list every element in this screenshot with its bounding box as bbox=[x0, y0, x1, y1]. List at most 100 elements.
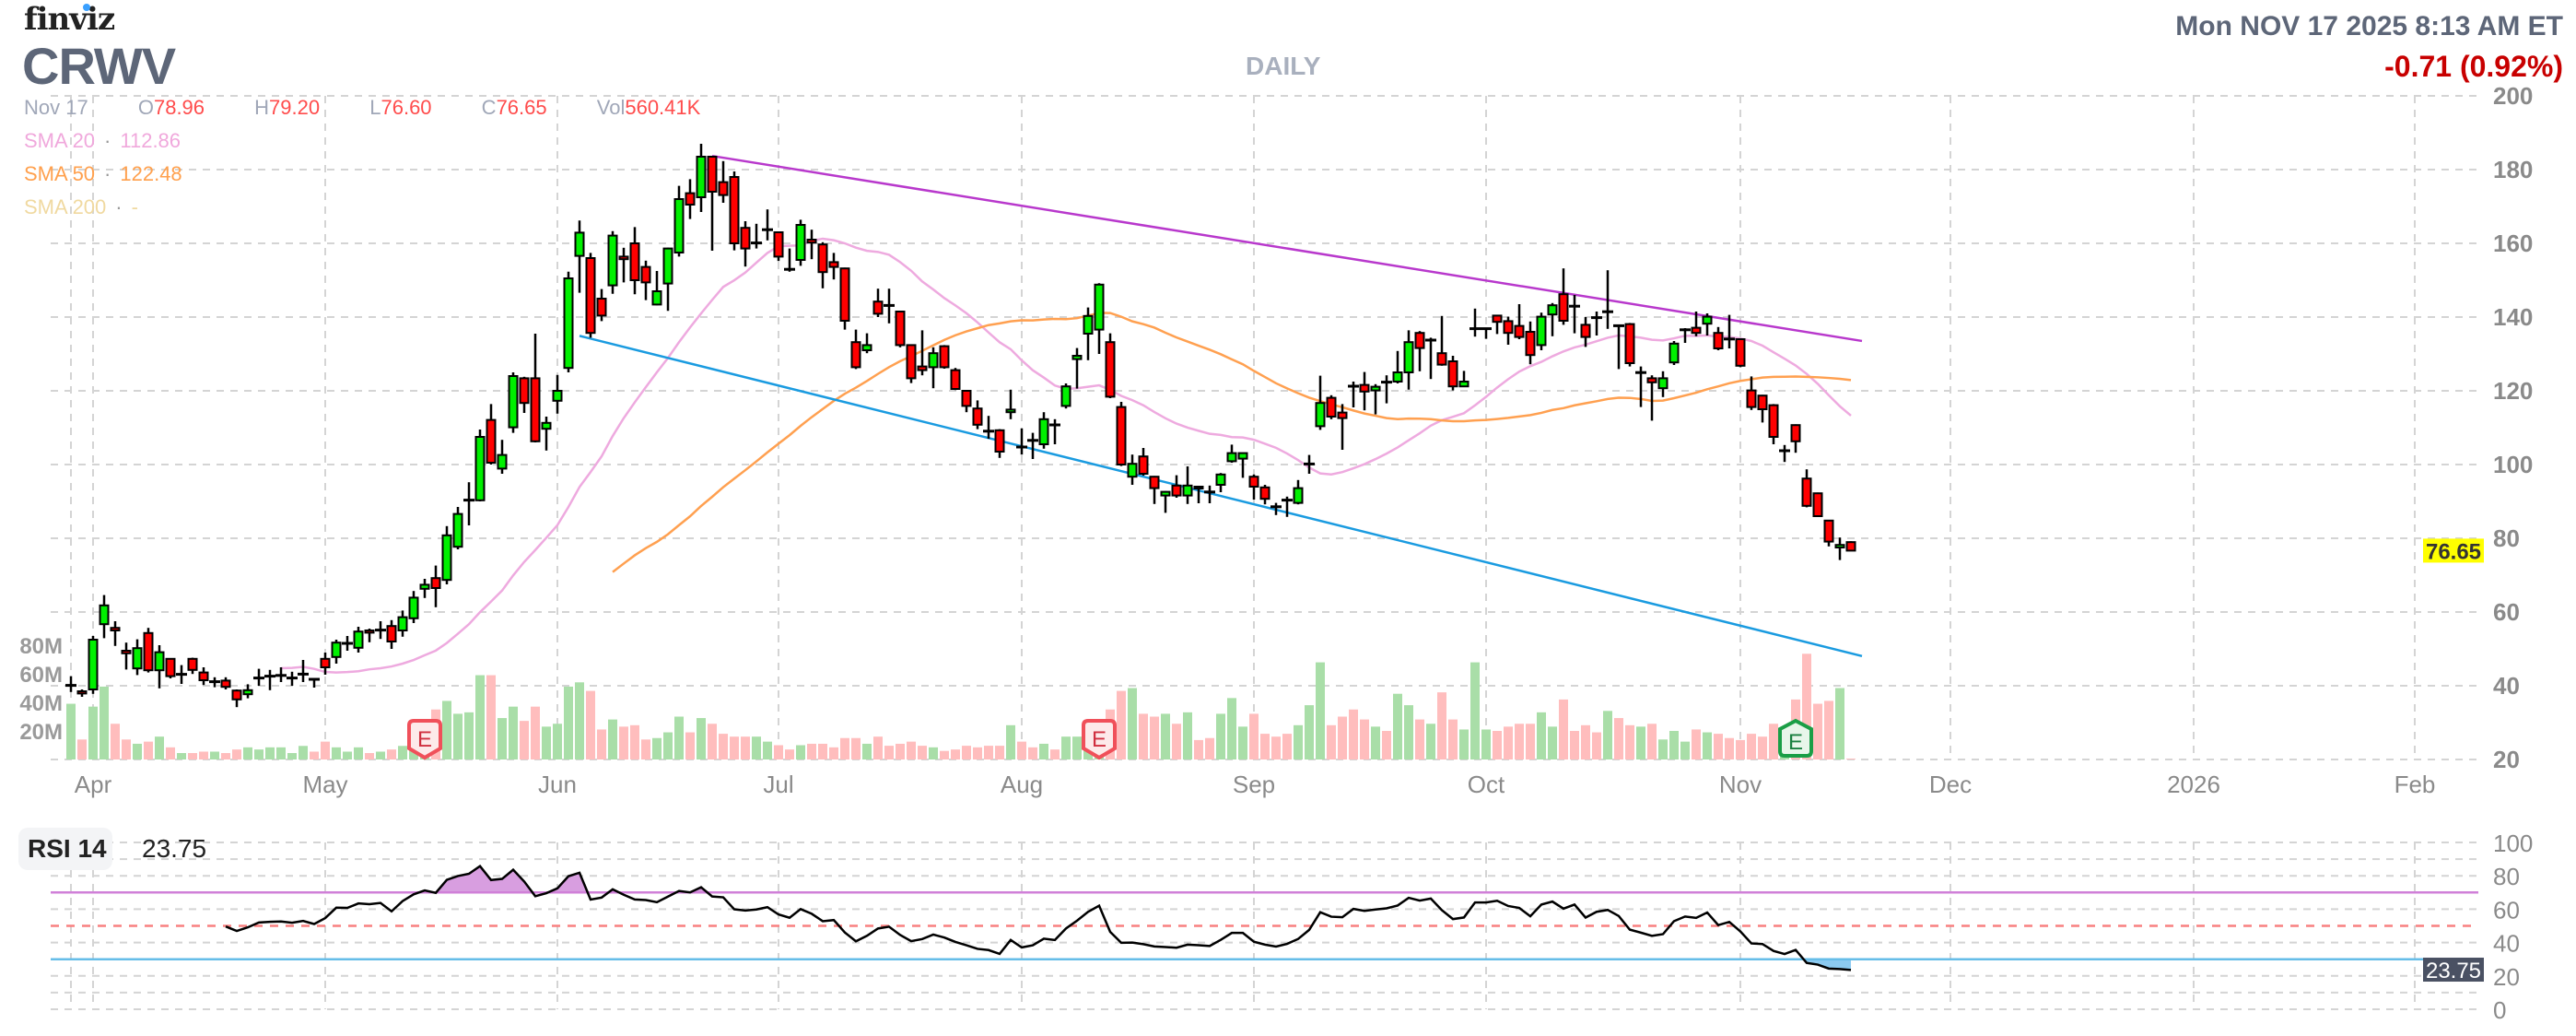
candle bbox=[1237, 452, 1248, 478]
price-axis-label: 140 bbox=[2493, 303, 2533, 331]
candle bbox=[1403, 330, 1414, 390]
volume-axis-label: 60M bbox=[19, 663, 63, 688]
volume-bar bbox=[630, 724, 639, 759]
candle bbox=[176, 665, 187, 684]
candle bbox=[939, 345, 950, 369]
candle-body bbox=[696, 156, 707, 198]
price-axis-label: 40 bbox=[2493, 672, 2520, 700]
candle bbox=[1193, 486, 1204, 503]
rsi-axis-label: 100 bbox=[2493, 830, 2533, 857]
sma50-value: 122.48 bbox=[120, 162, 182, 185]
candle-body bbox=[850, 341, 861, 369]
candle bbox=[1138, 448, 1149, 476]
candle bbox=[1270, 502, 1282, 515]
candle bbox=[983, 416, 994, 439]
candle-body bbox=[729, 176, 740, 244]
candle bbox=[364, 629, 375, 642]
candle bbox=[1414, 331, 1425, 371]
candle-body bbox=[718, 181, 729, 196]
candle bbox=[1757, 394, 1768, 423]
sma50-legend[interactable]: SMA 50 · 122.48 bbox=[24, 162, 182, 185]
earnings-label: E bbox=[1788, 730, 1803, 755]
candle-body bbox=[607, 234, 618, 287]
candle bbox=[884, 288, 895, 324]
candle bbox=[1724, 314, 1735, 348]
candle bbox=[596, 288, 607, 322]
candle bbox=[1370, 383, 1381, 415]
candle bbox=[1525, 321, 1536, 365]
rsi-indicator-box[interactable] bbox=[18, 828, 112, 870]
sma200-legend[interactable]: SMA 200 · - bbox=[24, 195, 138, 218]
candle-body bbox=[1790, 424, 1801, 442]
candle-body bbox=[486, 418, 497, 465]
volume-bar bbox=[144, 741, 153, 759]
candle-body bbox=[320, 657, 331, 668]
candle-body bbox=[640, 265, 651, 284]
candle bbox=[795, 219, 806, 266]
volume-bar bbox=[1327, 724, 1336, 759]
candle-body bbox=[220, 679, 231, 689]
ticker-symbol: CRWV bbox=[22, 37, 176, 95]
volume-axis-label: 80M bbox=[19, 634, 63, 659]
sma20-value: 112.86 bbox=[120, 129, 181, 152]
candle bbox=[1359, 371, 1370, 411]
candle-body bbox=[1171, 484, 1182, 497]
candle-body bbox=[231, 689, 242, 700]
volume-bar bbox=[1150, 716, 1159, 759]
candle bbox=[1447, 356, 1458, 391]
volume-bar bbox=[619, 726, 628, 759]
volume-bar bbox=[652, 737, 662, 759]
rsi-line bbox=[225, 864, 1852, 971]
volume-bar bbox=[276, 747, 286, 759]
candle bbox=[1458, 371, 1469, 388]
close-label: C bbox=[481, 96, 497, 119]
high-value: 79.20 bbox=[269, 96, 321, 119]
volume-bar bbox=[564, 686, 573, 759]
candle-body bbox=[795, 224, 806, 261]
volume-bar bbox=[1647, 724, 1657, 759]
volume-bar bbox=[1393, 693, 1402, 759]
price-axis-label: 100 bbox=[2493, 451, 2533, 478]
volume-bar bbox=[575, 682, 584, 759]
candle bbox=[640, 260, 651, 300]
candle bbox=[353, 627, 364, 653]
candle bbox=[928, 347, 939, 389]
volume-bar bbox=[243, 747, 252, 759]
candle-body bbox=[1713, 332, 1724, 350]
volume-bar bbox=[763, 741, 772, 759]
volume-bar bbox=[873, 736, 883, 759]
candle bbox=[1436, 315, 1447, 366]
time-axis-label: Sep bbox=[1233, 771, 1275, 798]
volume-bar bbox=[807, 743, 816, 759]
candle bbox=[397, 610, 408, 637]
volume-bar bbox=[1205, 737, 1214, 759]
volume-axis-label: 40M bbox=[19, 691, 63, 716]
candle bbox=[1038, 412, 1049, 449]
open-value: 78.96 bbox=[153, 96, 205, 119]
candle-body bbox=[1293, 487, 1304, 504]
volume-bar bbox=[1470, 662, 1480, 759]
volume-bar bbox=[1570, 731, 1579, 759]
rsi-value: 23.75 bbox=[142, 834, 207, 863]
candle bbox=[961, 390, 972, 413]
candle bbox=[474, 430, 486, 501]
sma20-legend[interactable]: SMA 20 · 112.86 bbox=[24, 129, 181, 152]
volume-bar bbox=[1603, 711, 1612, 759]
candle-body bbox=[1326, 396, 1337, 418]
volume-bar bbox=[1294, 724, 1303, 759]
candle-body bbox=[1845, 541, 1856, 552]
candle bbox=[1602, 270, 1613, 329]
volume-bar bbox=[896, 743, 905, 759]
candle-body bbox=[408, 596, 419, 619]
volume-bar bbox=[387, 749, 396, 759]
candle bbox=[1094, 283, 1105, 354]
volume-label: Vol bbox=[596, 96, 626, 119]
candle bbox=[1558, 268, 1569, 325]
price-axis-label: 60 bbox=[2493, 598, 2520, 626]
finviz-logo[interactable]: finviz bbox=[24, 1, 115, 38]
candle-body bbox=[1237, 452, 1248, 460]
candle bbox=[1646, 375, 1657, 421]
candle bbox=[1834, 537, 1845, 560]
time-axis-label: Aug bbox=[1001, 771, 1043, 798]
